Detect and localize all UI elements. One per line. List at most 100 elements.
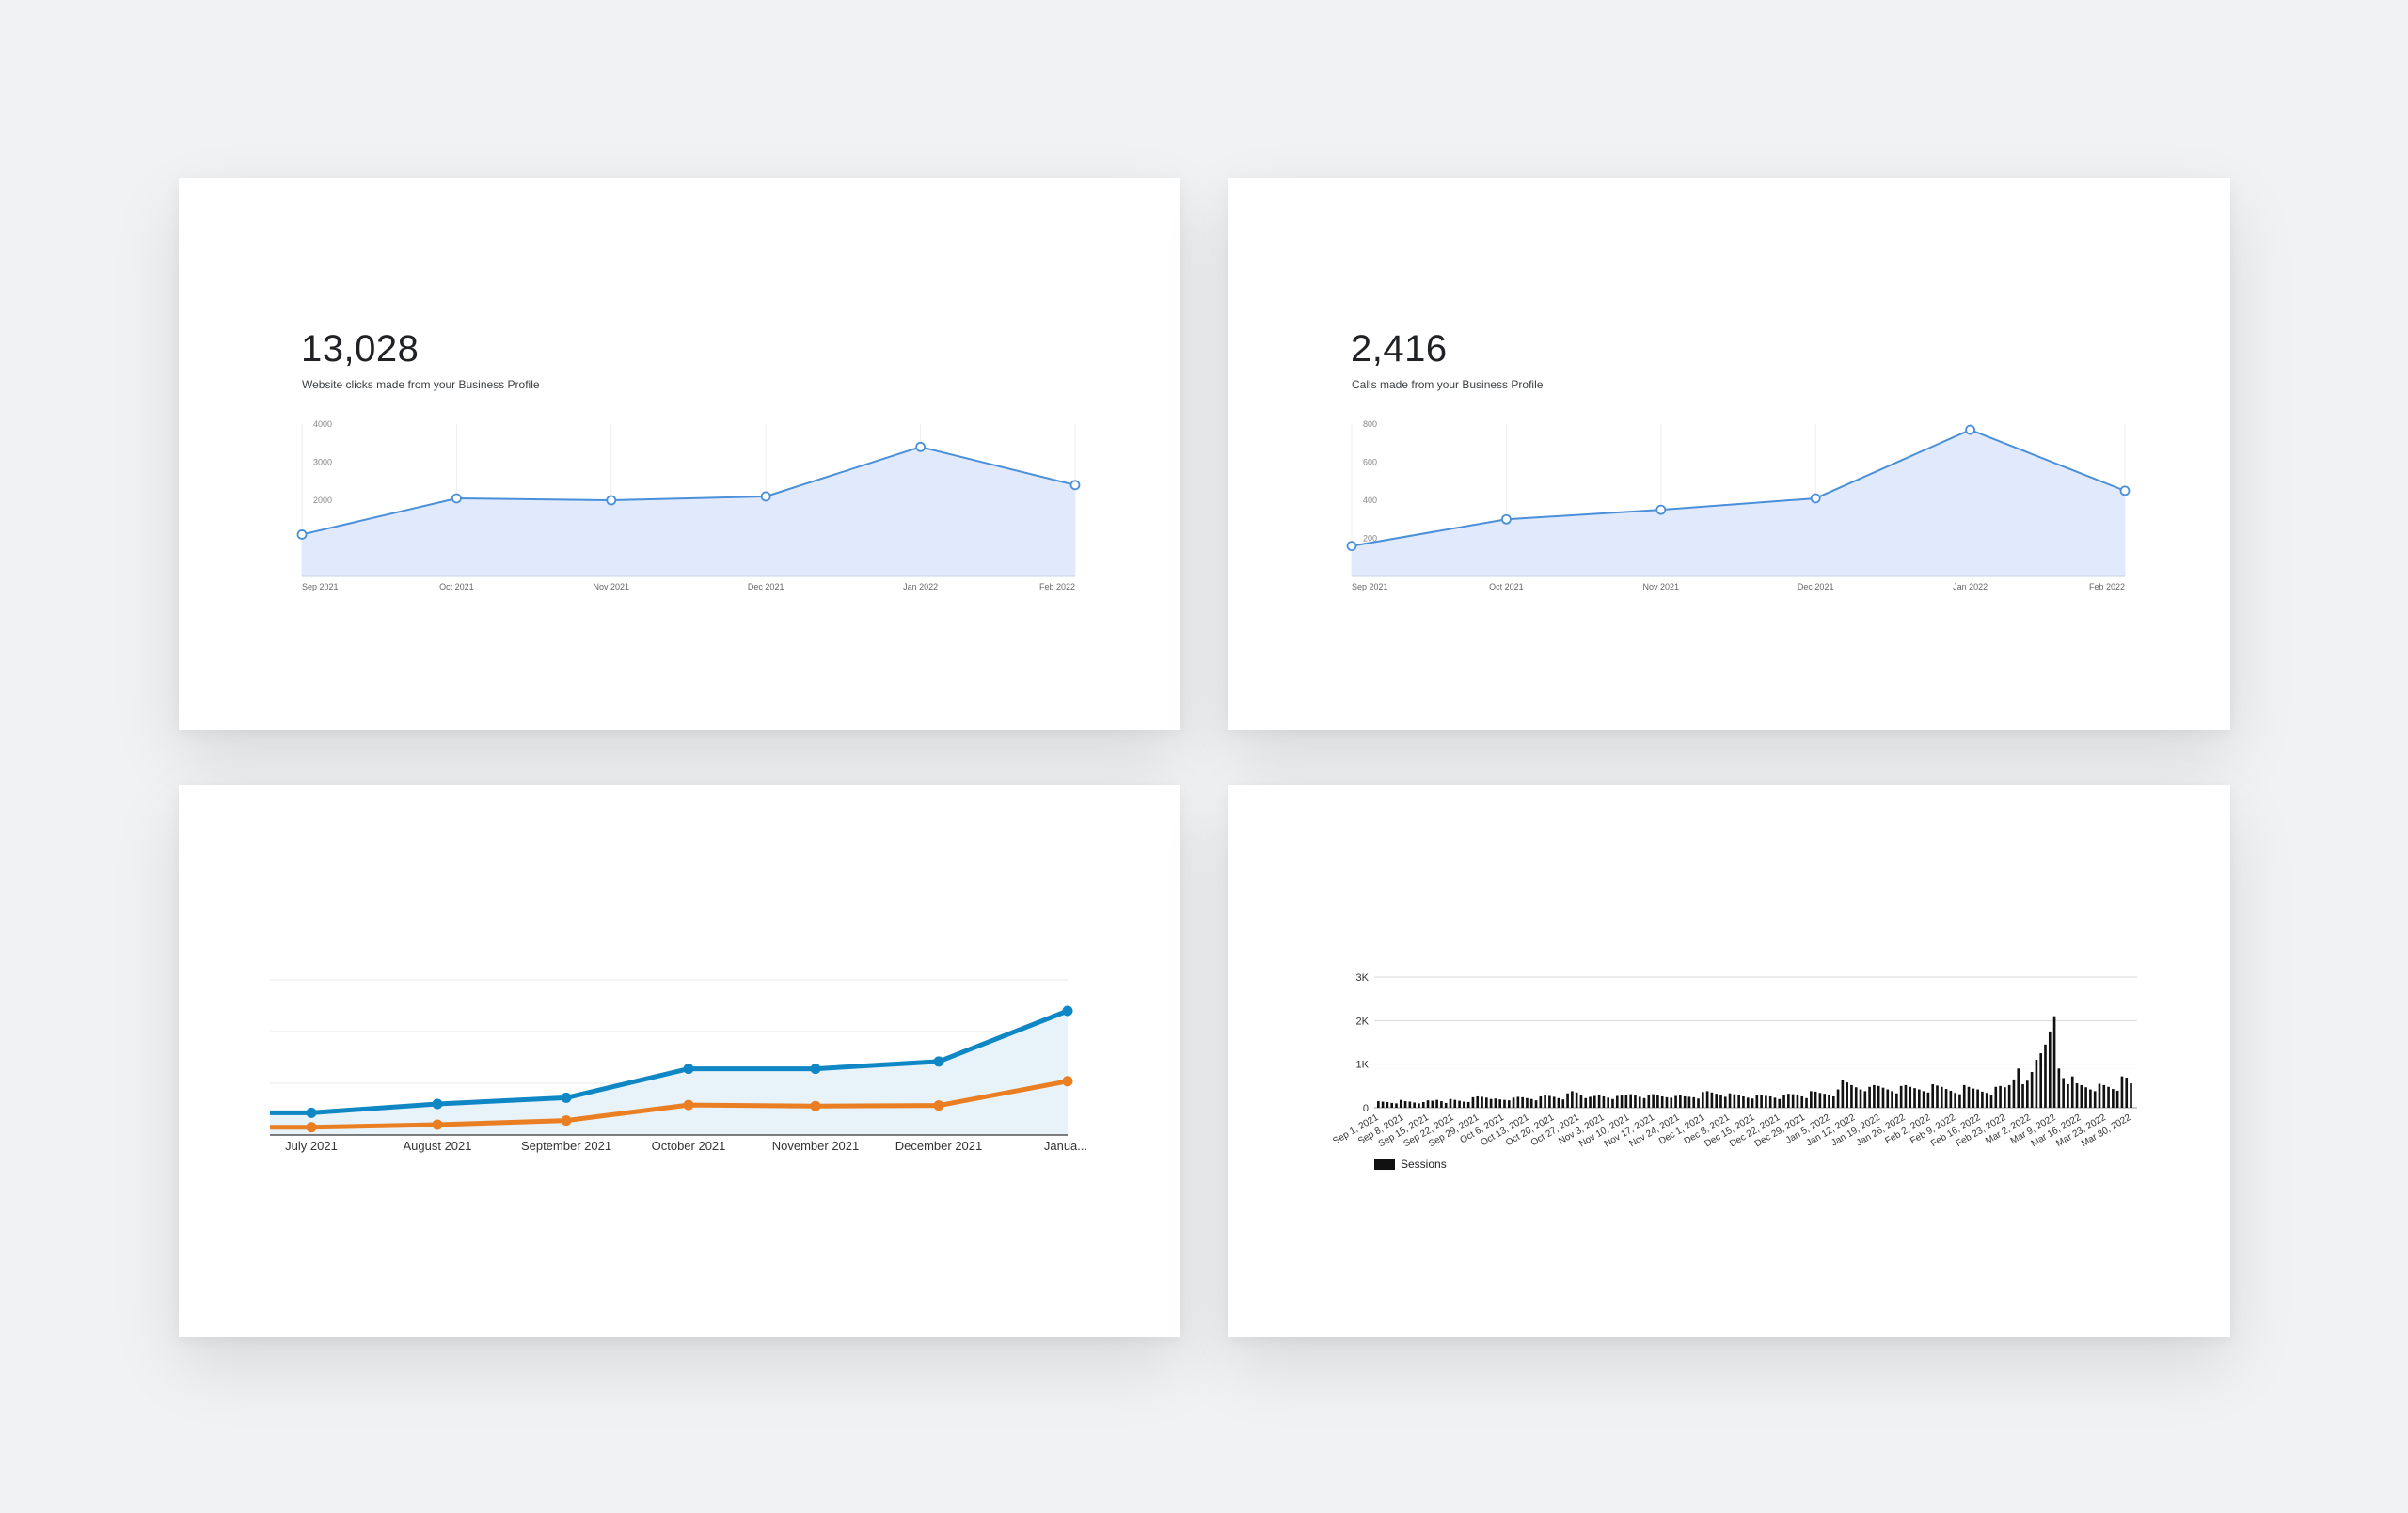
sessions-bar [1507, 1100, 1511, 1108]
sessions-bar [1936, 1085, 1939, 1108]
sessions-bar [1421, 1101, 1425, 1108]
sessions-bar [1571, 1091, 1574, 1108]
sessions-bar [1584, 1097, 1588, 1108]
sessions-bar [1940, 1086, 1943, 1108]
sessions-bar [1552, 1096, 1556, 1108]
sessions-bar [1886, 1089, 1890, 1108]
sessions-bar [1670, 1097, 1673, 1108]
calls-chart: 200 400 600 800 Sep 2021 Oct 2021 Nov 2021 Dec … [1346, 419, 2131, 591]
sessions-bar [1679, 1095, 1682, 1108]
sessions-bar [1981, 1091, 1984, 1108]
sessions-bar [2067, 1083, 2069, 1108]
sessions-y-tick: 3K [1356, 972, 1370, 984]
sessions-bar [1922, 1091, 1925, 1108]
sessions-bar [1954, 1093, 1956, 1108]
sessions-bar [1548, 1095, 1551, 1108]
monthly-series-2-point [810, 1100, 821, 1111]
monthly-x-tick: Janua... [1044, 1139, 1087, 1153]
sessions-bar [1561, 1099, 1565, 1108]
sessions-bar [1526, 1097, 1529, 1108]
sessions-bar [1494, 1098, 1497, 1108]
sessions-bar [1800, 1095, 1804, 1108]
sessions-bar [1904, 1084, 1908, 1108]
sessions-bar [1828, 1095, 1830, 1108]
monthly-series-1-point [561, 1092, 572, 1103]
sessions-bar [1566, 1093, 1569, 1108]
sessions-bar [1386, 1101, 1389, 1108]
calls-x-tick: Oct 2021 [1489, 582, 1524, 591]
clicks-y-tick: 2000 [313, 496, 332, 505]
sessions-bar [1687, 1096, 1691, 1108]
clicks-x-tick: Dec 2021 [748, 582, 784, 591]
sessions-bar [2070, 1076, 2074, 1108]
sessions-y-tick: 1K [1356, 1060, 1370, 1071]
sessions-bar [1647, 1095, 1651, 1108]
sessions-bar [1773, 1097, 1777, 1108]
website-clicks-total: 13,028 [301, 328, 420, 370]
sessions-bar [2007, 1084, 2011, 1108]
sessions-bar [1859, 1089, 1862, 1108]
sessions-bar [1877, 1085, 1880, 1108]
sessions-bar [1593, 1095, 1596, 1108]
calls-card: 2,416 Calls made from your Business Prof… [1228, 178, 2230, 730]
sessions-bar [2075, 1083, 2079, 1108]
clicks-point [915, 441, 926, 452]
sessions-bar [1440, 1101, 1443, 1108]
sessions-bar [1994, 1086, 1998, 1108]
calls-x-tick: Sep 2021 [1352, 582, 1388, 591]
sessions-bar [1972, 1088, 1975, 1108]
sessions-bar [1765, 1095, 1767, 1108]
monthly-series-1-point [933, 1056, 944, 1067]
sessions-y-tick: 2K [1356, 1016, 1370, 1027]
sessions-bar [1408, 1101, 1412, 1108]
sessions-bar [1395, 1103, 1398, 1108]
calls-point [1346, 541, 1357, 552]
sessions-bar [1733, 1094, 1736, 1108]
calls-point [1965, 424, 1975, 435]
sessions-bar [2035, 1060, 2038, 1108]
sessions-bar [1629, 1094, 1632, 1108]
sessions-bar [1846, 1082, 1848, 1108]
sessions-bar [1431, 1100, 1434, 1108]
calls-label: Calls made from your Business Profile [1352, 378, 1544, 391]
sessions-bar [1962, 1084, 1966, 1108]
calls-point [1656, 504, 1667, 515]
sessions-bar [1539, 1095, 1543, 1108]
monthly-series-2-point [683, 1099, 694, 1111]
sessions-bar [1498, 1099, 1502, 1108]
calls-x-tick: Jan 2022 [1953, 582, 1988, 591]
monthly-series-2-point [306, 1122, 317, 1133]
monthly-x-tick: November 2021 [772, 1139, 860, 1153]
sessions-bar [1611, 1098, 1614, 1108]
clicks-point [451, 493, 462, 504]
sessions-bar [1913, 1088, 1916, 1108]
clicks-point [760, 491, 771, 502]
monthly-series-1-point [432, 1098, 443, 1110]
clicks-point [606, 495, 617, 506]
sessions-bar [2112, 1089, 2115, 1108]
sessions-bar [2021, 1083, 2024, 1108]
legend-swatch [1374, 1158, 1395, 1170]
sessions-bar [1715, 1094, 1719, 1108]
sessions-bar [1891, 1091, 1893, 1108]
sessions-bar [1589, 1096, 1592, 1108]
sessions-bar [1634, 1095, 1637, 1108]
monthly-series-1-point [683, 1064, 694, 1075]
monthly-series-1-point [306, 1107, 317, 1118]
sessions-bar [1575, 1092, 1578, 1108]
sessions-bar [1810, 1091, 1813, 1108]
monthly-line-card: July 2021 August 2021 September 2021 Octobe… [179, 785, 1180, 1337]
sessions-bar [1435, 1099, 1438, 1108]
sessions-bar [1989, 1095, 1993, 1108]
sessions-bar [2004, 1087, 2006, 1108]
sessions-bar [1746, 1097, 1750, 1108]
sessions-bar [1931, 1083, 1935, 1108]
calls-point [1500, 513, 1512, 525]
sessions-bar [1579, 1095, 1583, 1108]
sessions-bar [1390, 1102, 1394, 1108]
sessions-bar [1895, 1093, 1898, 1108]
sessions-bar [1949, 1090, 1953, 1108]
calls-y-tick: 400 [1363, 496, 1377, 505]
sessions-bar [2044, 1044, 2047, 1108]
